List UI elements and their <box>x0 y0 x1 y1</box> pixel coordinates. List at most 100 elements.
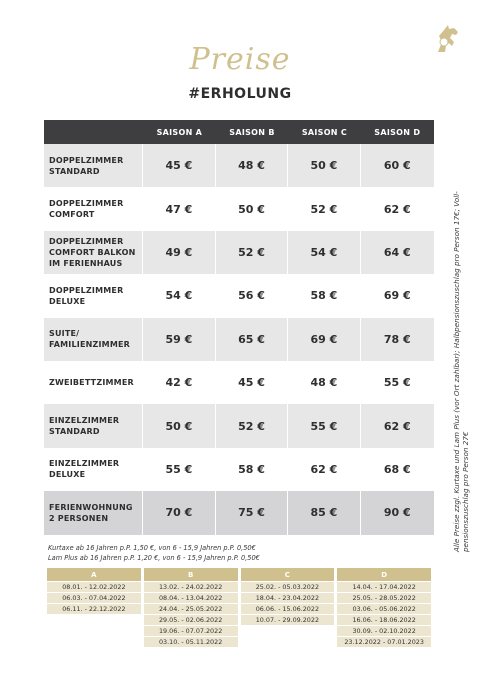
season-header-a: A <box>47 568 141 581</box>
season-header-d: D <box>337 568 431 581</box>
price-cell: 70 € <box>143 491 216 535</box>
price-cell: 54 € <box>288 230 361 275</box>
price-cell: 58 € <box>215 447 289 492</box>
price-cell: 69 € <box>360 274 434 318</box>
price-cell: 78 € <box>360 317 434 361</box>
price-cell: 52 € <box>215 404 289 448</box>
price-cell: 58 € <box>288 274 361 318</box>
price-cell: 62 € <box>360 404 434 448</box>
price-cell: 60 € <box>360 144 434 188</box>
season-date-cell: 25.02. - 05.03.2022 <box>240 582 335 592</box>
col-saison-b: SAISON B <box>215 120 289 144</box>
price-cell: 68 € <box>360 447 434 492</box>
room-name: DOPPELZIMMER COMFORT <box>44 187 143 231</box>
season-row: 06.03. - 07.04.2022 08.04. - 13.04.2022 18… <box>47 593 431 603</box>
footnote-lamplus: Lam Plus ab 16 Jahren p.P. 1,20 €, von 6… <box>48 554 260 562</box>
room-name-line: COMFORT <box>49 210 95 220</box>
room-name: DOPPELZIMMER STANDARD <box>44 144 143 188</box>
room-name-line: FAMILIENZIMMER <box>49 340 131 350</box>
price-cell: 42 € <box>143 360 216 405</box>
room-name-line: DOPPELZIMMER <box>49 155 124 165</box>
price-cell: 52 € <box>215 230 289 275</box>
room-name: EINZELZIMMER STANDARD <box>44 404 143 448</box>
season-date-cell: 06.11. - 22.12.2022 <box>47 604 141 614</box>
season-row: 03.10. - 05.11.2022 23.12.2022 - 07.01.20… <box>47 637 431 647</box>
room-name-line: ZWEIBETTZIMMER <box>49 378 134 388</box>
season-date-cell: 13.02. - 24.02.2022 <box>143 582 238 592</box>
season-date-cell: 16.06. - 18.06.2022 <box>337 615 431 625</box>
price-cell: 50 € <box>288 144 361 188</box>
season-table: A B C D 08.01. - 12.02.2022 13.02. - 24.0… <box>44 567 434 648</box>
price-cell: 48 € <box>288 360 361 405</box>
price-row: DOPPELZIMMER COMFORT 47 €50 €52 €62 € <box>44 187 434 231</box>
season-date-cell: 10.07. - 29.09.2022 <box>240 615 335 625</box>
price-table: SAISON A SAISON B SAISON C SAISON D DOPP… <box>44 120 434 535</box>
price-side-note: Alle Preise zzgl. Kurtaxe und Lam Plus (… <box>452 132 470 552</box>
season-row: 19.06. - 07.07.2022 30.09. - 02.10.2022 <box>47 626 431 636</box>
season-header-b: B <box>143 568 238 581</box>
room-name-line: DOPPELZIMMER <box>49 236 124 246</box>
room-name: DOPPELZIMMER COMFORT BALKON IM FERIENHAUS <box>44 230 143 275</box>
price-row: ZWEIBETTZIMMER 42 €45 €48 €55 € <box>44 360 434 405</box>
price-row: EINZELZIMMER DELUXE 55 €58 €62 €68 € <box>44 447 434 492</box>
price-cell: 69 € <box>288 317 361 361</box>
season-date-cell: 18.04. - 23.04.2022 <box>240 593 335 603</box>
page-subtitle: #ERHOLUNG <box>188 86 292 102</box>
season-table-header: A B C D <box>47 568 431 581</box>
room-name-line: STANDARD <box>49 427 100 437</box>
room-name-line: DELUXE <box>49 296 86 306</box>
col-saison-d: SAISON D <box>360 120 434 144</box>
season-date-cell: 03.06. - 05.06.2022 <box>337 604 431 614</box>
price-cell: 65 € <box>215 317 289 361</box>
price-row: DOPPELZIMMER DELUXE 54 €56 €58 €69 € <box>44 274 434 318</box>
season-date-cell: 19.06. - 07.07.2022 <box>143 626 238 636</box>
season-date-cell: 30.09. - 02.10.2022 <box>337 626 431 636</box>
price-row: DOPPELZIMMER COMFORT BALKON IM FERIENHAUS 4… <box>44 230 434 275</box>
season-date-cell: 29.05. - 02.06.2022 <box>143 615 238 625</box>
side-note-line-2: pensionszuschlag pro Person 27€ <box>461 431 470 552</box>
price-cell: 54 € <box>143 274 216 318</box>
room-name-line: DELUXE <box>49 470 86 480</box>
price-cell: 90 € <box>360 491 434 535</box>
price-cell: 55 € <box>360 360 434 405</box>
price-row: DOPPELZIMMER STANDARD 45 €48 €50 €60 € <box>44 144 434 188</box>
season-date-cell: 06.03. - 07.04.2022 <box>47 593 141 603</box>
season-date-cell: 03.10. - 05.11.2022 <box>143 637 238 647</box>
room-name: SUITE/FAMILIENZIMMER <box>44 317 143 361</box>
price-row: FERIENWOHNUNG 2 PERSONEN 70 €75 €85 €90 € <box>44 491 434 535</box>
season-date-cell <box>241 626 335 636</box>
season-row: 06.11. - 22.12.2022 24.04. - 25.05.2022 06… <box>47 604 431 614</box>
horse-logo-icon <box>438 25 458 52</box>
room-name-line: EINZELZIMMER <box>49 416 120 426</box>
price-cell: 50 € <box>215 187 289 231</box>
price-cell: 62 € <box>288 447 361 492</box>
season-date-cell <box>47 626 141 636</box>
price-row: EINZELZIMMER STANDARD 50 €52 €55 €62 € <box>44 404 434 448</box>
season-row: 08.01. - 12.02.2022 13.02. - 24.02.2022 25… <box>47 582 431 592</box>
room-name-line: EINZELZIMMER <box>49 459 120 469</box>
season-row: 29.05. - 02.06.2022 10.07. - 29.09.2022 16… <box>47 615 431 625</box>
room-name: FERIENWOHNUNG 2 PERSONEN <box>44 491 143 535</box>
season-header-c: C <box>240 568 335 581</box>
season-date-cell: 14.04. - 17.04.2022 <box>337 582 431 592</box>
price-cell: 50 € <box>143 404 216 448</box>
price-cell: 59 € <box>143 317 216 361</box>
price-cell: 56 € <box>215 274 289 318</box>
footnotes: Kurtaxe ab 16 Jahren p.P. 1,50 €, von 6 … <box>48 543 260 563</box>
season-date-cell: 08.01. - 12.02.2022 <box>47 582 141 592</box>
price-cell: 45 € <box>215 360 289 405</box>
room-name-line: COMFORT BALKON <box>49 247 136 257</box>
room-name-line: SUITE/ <box>49 329 80 339</box>
room-name: ZWEIBETTZIMMER <box>44 360 143 405</box>
room-name-line: STANDARD <box>49 166 100 176</box>
price-cell: 52 € <box>288 187 361 231</box>
season-date-cell: 23.12.2022 - 07.01.2023 <box>337 637 431 647</box>
price-cell: 55 € <box>143 447 216 492</box>
room-name-line: 2 PERSONEN <box>49 513 109 523</box>
season-date-cell: 06.06. - 15.06.2022 <box>240 604 335 614</box>
col-saison-a: SAISON A <box>143 120 216 144</box>
season-date-cell <box>47 615 141 625</box>
room-name-line: DOPPELZIMMER <box>49 285 124 295</box>
season-date-cell <box>47 637 141 647</box>
price-cell: 75 € <box>215 491 289 535</box>
